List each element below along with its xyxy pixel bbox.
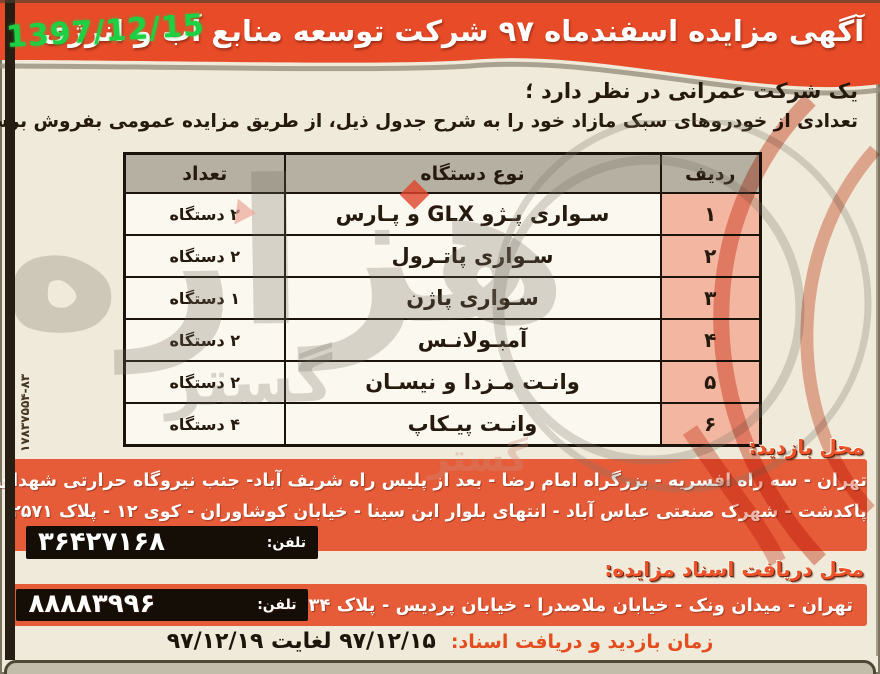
schedule-dates: ۹۷/۱۲/۱۵ لغایت ۹۷/۱۲/۱۹ xyxy=(166,629,436,654)
row-number: ۵ xyxy=(659,360,762,404)
table-row: ۱ سـواری پـژو GLX و پـارس ۲ دستگاه xyxy=(123,192,762,236)
documents-phone-number: ۸۸۸۸۳۹۹۶ xyxy=(28,589,156,619)
visit-address-line-2: پاکدشت - شهرک صنعتی عباس آباد - انتهای ب… xyxy=(10,502,867,522)
documents-address: تهران - میدان ونک - خیابان ملاصدرا - خیا… xyxy=(308,594,853,616)
header-banner-wave xyxy=(0,0,880,96)
documents-address-box: تهران - میدان ونک - خیابان ملاصدرا - خیا… xyxy=(13,584,867,626)
device-type: وانـت مـزدا و نیسـان xyxy=(283,360,662,404)
phone-label: تلفن: xyxy=(257,597,297,613)
visit-address-line-1: تهران - سه راه افسریه - بزرگراه امام رضا… xyxy=(0,471,867,491)
visit-phone-box: تلفن: ۳۶۴۲۷۱۶۸ xyxy=(26,526,318,559)
table-row: ۲ سـواری پاتـرول ۲ دستگاه xyxy=(123,234,762,278)
schedule-line: زمان بازدید و دریافت اسناد: ۹۷/۱۲/۱۵ لغا… xyxy=(0,629,880,654)
device-type: سـواری پـژو GLX و پـارس xyxy=(283,192,662,236)
device-count: ۲ دستگاه xyxy=(123,234,286,278)
serial-number: ۱۷۸۳۷۵۵۴-۸۳ xyxy=(18,373,32,452)
device-type: آمبـولانـس xyxy=(283,318,662,362)
col-header-count: تعداد xyxy=(123,152,286,194)
table-row: ۵ وانـت مـزدا و نیسـان ۲ دستگاه xyxy=(123,360,762,404)
documents-phone-box: تلفن: ۸۸۸۸۳۹۹۶ xyxy=(16,589,309,621)
visit-location-label: محل بازدید: xyxy=(748,435,864,459)
row-number: ۶ xyxy=(659,402,762,447)
table-row: ۶ وانـت پیـکاپ ۴ دستگاه xyxy=(123,402,762,447)
row-number: ۳ xyxy=(659,276,762,320)
visit-phone-number: ۳۶۴۲۷۱۶۸ xyxy=(38,526,165,557)
device-count: ۲ دستگاه xyxy=(123,318,286,362)
phone-label: تلفن: xyxy=(266,534,306,551)
left-border-bar xyxy=(5,0,15,660)
next-ad-edge xyxy=(4,660,876,674)
ad-title: آگهی مزایده اسفندماه ۹۷ شرکت توسعه منابع… xyxy=(41,14,865,48)
table-row: ۴ آمبـولانـس ۲ دستگاه xyxy=(123,318,762,362)
table-row: ۳ سـواری پاژن ۱ دستگاه xyxy=(123,276,762,320)
device-count: ۴ دستگاه xyxy=(123,402,286,447)
device-type: سـواری پاتـرول xyxy=(283,234,662,278)
device-count: ۱ دستگاه xyxy=(123,276,286,320)
row-number: ۲ xyxy=(659,234,762,278)
schedule-label: زمان بازدید و دریافت اسناد: xyxy=(450,631,714,653)
intro-text: یک شرکت عمرانی در نظر دارد ؛ تعدادی از خ… xyxy=(0,76,858,137)
documents-location-label: محل دریافت اسناد مزایده: xyxy=(604,557,864,581)
row-number: ۴ xyxy=(659,318,762,362)
intro-line-1: یک شرکت عمرانی در نظر دارد ؛ xyxy=(525,79,858,103)
table-header-row: ردیف نوع دستگاه تعداد xyxy=(123,152,762,194)
device-type: وانـت پیـکاپ xyxy=(283,402,662,447)
intro-line-2: تعدادی از خودروهای سبک مازاد خود را به ش… xyxy=(0,111,858,132)
device-count: ۲ دستگاه xyxy=(123,192,286,236)
top-border-line xyxy=(0,0,880,3)
device-type: سـواری پاژن xyxy=(283,276,662,320)
row-number: ۱ xyxy=(659,192,762,236)
vehicles-table: ردیف نوع دستگاه تعداد ۱ سـواری پـژو GLX … xyxy=(123,152,762,447)
col-header-row-number: ردیف xyxy=(659,152,762,194)
device-count: ۲ دستگاه xyxy=(123,360,286,404)
col-header-device-type: نوع دستگاه xyxy=(283,152,662,194)
